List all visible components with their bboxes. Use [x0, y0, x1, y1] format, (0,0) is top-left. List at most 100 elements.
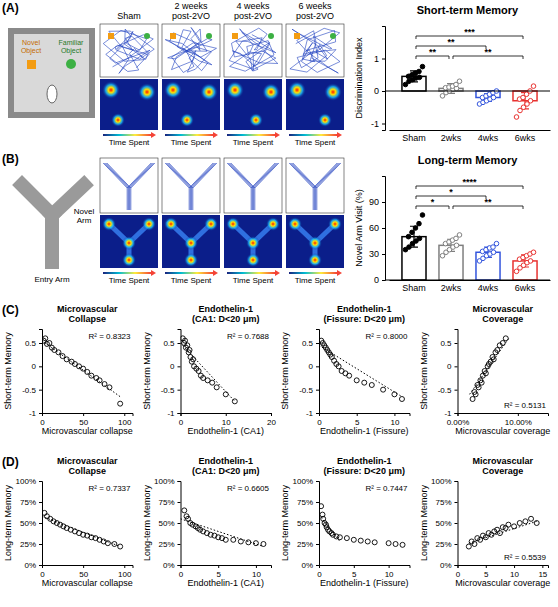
tick-label: 100% [431, 477, 451, 486]
text-line: **** [462, 177, 477, 187]
data-point [529, 516, 534, 521]
tick-label: 0 [309, 362, 314, 371]
tick-label: 25% [158, 540, 174, 549]
text-line: R² = 0.5539 [504, 553, 547, 562]
tick: -0.5 [299, 386, 319, 395]
track-frame [100, 24, 158, 77]
tick: 1 [374, 54, 385, 64]
scatter-chart: MicrovascularCoverageShort-term MemoryMi… [419, 304, 551, 436]
text-line: 4 weeks [236, 1, 270, 11]
tick: 50 [79, 413, 88, 427]
tick-label: 25% [435, 540, 451, 549]
tick-label: 0.5 [302, 339, 314, 348]
tick: 50% [20, 519, 42, 528]
tick-mark [178, 413, 181, 414]
text-line: Microvascular coverage [455, 426, 550, 436]
track-frame [162, 24, 220, 77]
data-point [417, 75, 422, 80]
heatmap [286, 79, 344, 130]
text-line: (B) [2, 152, 19, 166]
data-point [191, 357, 196, 362]
tick-mark [455, 523, 458, 524]
tick-label: 2wks [441, 283, 462, 293]
data-point [491, 250, 496, 255]
time-arrowhead [213, 270, 218, 276]
data-point [523, 519, 528, 524]
data-point [500, 341, 505, 346]
bar [402, 76, 426, 91]
familiar-object [66, 59, 76, 69]
panel-label: (C) [2, 303, 19, 317]
marks [319, 338, 404, 401]
tick-label: 10 [385, 570, 394, 579]
time-arrow [227, 272, 275, 274]
tick-mark [39, 390, 42, 391]
tick-mark [39, 343, 42, 344]
data-point [489, 532, 494, 537]
text-line: 2 weeks [174, 1, 208, 11]
figure: (A)(B)(C)(D)NovelObjectFamiliarObjectEnt… [0, 0, 558, 607]
axis: 050100 [40, 565, 133, 579]
heatmap-spot [266, 217, 280, 231]
heatmap [162, 215, 220, 268]
tick: 10 [222, 413, 231, 427]
text-line: (A) [2, 1, 19, 15]
tick-label: 5 [355, 418, 360, 427]
heatmap [224, 215, 282, 268]
text-line: Endothelin-1 (Fissure) [320, 426, 409, 436]
familiar-object [144, 33, 150, 39]
heatmap-spot [308, 253, 322, 267]
tick: 100 [118, 413, 132, 427]
tick: 15 [538, 565, 547, 579]
tick-mark [316, 523, 319, 524]
text-line: Sham [117, 11, 141, 21]
tick-label: 0 [447, 362, 452, 371]
tick-label: 100 [118, 570, 132, 579]
significance: ** [484, 47, 492, 57]
data-point [47, 341, 52, 346]
tick-label: 15 [538, 570, 547, 579]
tick-label: 0 [317, 418, 322, 427]
data-point [182, 508, 187, 513]
marks [470, 336, 509, 402]
tick: 100% [293, 477, 319, 486]
data-point [354, 378, 359, 383]
data-point [512, 524, 517, 529]
axis: 050100 [40, 413, 133, 427]
data-point [417, 236, 422, 241]
tick: 5 [484, 565, 489, 579]
text-line: Long-term Memory [419, 484, 429, 561]
heatmap-spot [102, 217, 116, 231]
data-point [210, 380, 215, 385]
data-point [196, 369, 201, 374]
track-frame [100, 158, 158, 213]
familiar-object [330, 33, 336, 39]
tick-mark [226, 413, 227, 416]
novel-object [108, 33, 114, 39]
mouse [47, 85, 57, 103]
axis-line [390, 130, 551, 131]
trend-line [470, 338, 509, 394]
chart-title: Short-term Memory [417, 4, 519, 16]
chart-title: MicrovascularCoverage [472, 304, 533, 324]
tick-mark [316, 343, 319, 344]
data-point [232, 399, 237, 404]
data-point [347, 373, 352, 378]
axis-title: Novel Arm Visit (%) [354, 189, 364, 266]
zero-line [385, 280, 550, 281]
time-arrow [289, 134, 337, 136]
text-line: R² = 0.7447 [365, 484, 408, 493]
data-point [483, 371, 488, 376]
data-point [495, 527, 500, 532]
axis: 0%25%50%75%100% [431, 477, 458, 570]
chart-title: Long-term Memory [418, 154, 519, 166]
text-line: Microvascular [57, 304, 118, 314]
tick-label: 0 [456, 570, 461, 579]
data-point [491, 95, 496, 100]
data-point [528, 98, 533, 103]
time-arrowhead [213, 132, 218, 138]
tick-label: 75% [158, 498, 174, 507]
tick: 5 [352, 565, 357, 579]
tick-mark [316, 413, 319, 414]
text-line: R² = 0.8000 [365, 332, 408, 341]
